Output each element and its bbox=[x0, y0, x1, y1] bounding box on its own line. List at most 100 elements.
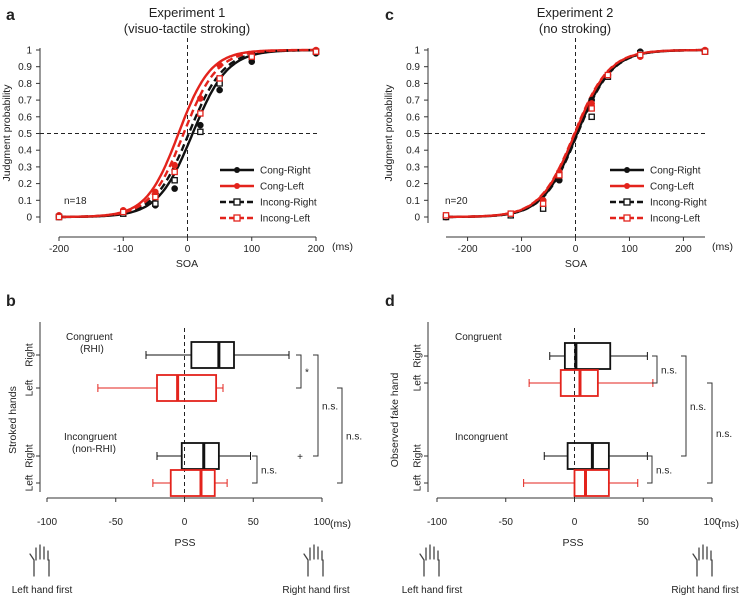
point-incong-left bbox=[588, 105, 595, 112]
significance-bracket bbox=[681, 355, 687, 457]
legend-label-incong-right: Incong-Right bbox=[650, 198, 707, 209]
point-incong-left bbox=[637, 51, 644, 59]
xunit-b: (ms) bbox=[330, 518, 351, 530]
box-congruent-right bbox=[190, 341, 235, 369]
left-hand-first-label: Left hand first bbox=[12, 585, 73, 596]
y-tick-label: 0.4 bbox=[406, 146, 420, 157]
y-tick-label: 0.4 bbox=[18, 146, 32, 157]
point-incong-left bbox=[701, 48, 709, 55]
panel-letter-c: c bbox=[385, 7, 394, 24]
y-tick-label-right: Right bbox=[413, 444, 424, 468]
panel-letter-d: d bbox=[385, 293, 395, 310]
y-tick-label: 0.6 bbox=[18, 112, 32, 123]
y-tick-label: 0.8 bbox=[406, 79, 420, 90]
legend-marker bbox=[233, 214, 241, 222]
significance-label: n.s. bbox=[661, 366, 677, 377]
x-tick-label: -200 bbox=[49, 244, 69, 255]
group-label-b-2b: (non-RHI) bbox=[72, 444, 116, 455]
n-label-c: n=20 bbox=[445, 196, 468, 207]
point-incong-left bbox=[604, 71, 612, 79]
box-congruent-right bbox=[563, 342, 612, 370]
legend-marker bbox=[624, 183, 630, 189]
point-cong-right bbox=[197, 121, 204, 129]
point-incong-left bbox=[55, 213, 63, 221]
panel-b-plot: -100 -50 0 50 100 Right Left Right Left + * n.s. n.s… bbox=[25, 322, 362, 528]
significance-label: n.s. bbox=[716, 429, 732, 440]
significance-label: * bbox=[305, 368, 309, 379]
x-tick-label: 0 bbox=[185, 244, 191, 255]
left-hand-first-label-d: Left hand first bbox=[402, 585, 463, 596]
legend-label-cong-left: Cong-Left bbox=[650, 182, 694, 193]
y-tick-label-right: Right bbox=[25, 343, 36, 367]
xlabel-b: PSS bbox=[174, 537, 195, 549]
x-tick-label: -100 bbox=[512, 244, 532, 255]
subtitle-exp2: (no stroking) bbox=[539, 21, 611, 36]
y-tick-label: 0.1 bbox=[406, 196, 420, 207]
significance-label: n.s. bbox=[656, 466, 672, 477]
legend-marker bbox=[234, 167, 240, 173]
x-tick-label: -200 bbox=[458, 244, 478, 255]
point-incong-right bbox=[152, 200, 159, 207]
x-tick-label: -100 bbox=[427, 517, 447, 528]
y-tick-label: 1 bbox=[414, 46, 420, 57]
y-tick-label: 0.3 bbox=[18, 162, 32, 173]
x-tick-label: 0 bbox=[572, 517, 578, 528]
panel-letter-a: a bbox=[6, 7, 15, 24]
point-incong-left bbox=[216, 75, 223, 82]
x-tick-label: 50 bbox=[638, 517, 650, 528]
box-incongruent-left bbox=[573, 469, 610, 497]
legend-marker bbox=[623, 198, 631, 206]
group-label-b-2: Incongruent bbox=[64, 432, 117, 443]
box-incongruent-right bbox=[180, 442, 220, 470]
ylabel-c: Judgment probability bbox=[383, 84, 395, 182]
legend-label-incong-left: Incong-Left bbox=[260, 214, 310, 225]
box-incongruent-left bbox=[169, 469, 216, 497]
legend-marker bbox=[233, 198, 241, 206]
y-tick-label: 0 bbox=[26, 213, 32, 224]
legend-marker bbox=[623, 214, 631, 222]
significance-label: n.s. bbox=[322, 402, 338, 413]
y-tick-label: 0.5 bbox=[406, 129, 420, 140]
xlabel-c: SOA bbox=[565, 258, 587, 270]
y-tick-label: 0.9 bbox=[406, 62, 420, 73]
x-tick-label: -100 bbox=[113, 244, 133, 255]
y-tick-label: 1 bbox=[26, 46, 32, 57]
group-label-d-2: Incongruent bbox=[455, 432, 508, 443]
group-label-d-1: Congruent bbox=[455, 332, 502, 343]
n-label-a: n=18 bbox=[64, 196, 87, 207]
y-tick-label: 0.2 bbox=[18, 179, 32, 190]
point-incong-left bbox=[556, 171, 563, 179]
legend-label-cong-left: Cong-Left bbox=[260, 182, 304, 193]
point-incong-left bbox=[539, 200, 547, 207]
outlier-marker: + bbox=[297, 452, 303, 463]
y-tick-label: 0.2 bbox=[406, 179, 420, 190]
x-tick-label: 100 bbox=[704, 517, 721, 528]
curve-incong-left bbox=[59, 48, 316, 219]
left-hand-icon bbox=[29, 544, 50, 577]
significance-label: n.s. bbox=[690, 402, 706, 413]
panel-letter-b: b bbox=[6, 293, 16, 310]
right-hand-first-label: Right hand first bbox=[282, 585, 349, 596]
point-incong-left bbox=[152, 193, 159, 201]
right-hand-first-label-d: Right hand first bbox=[671, 585, 738, 596]
legend-marker bbox=[624, 167, 630, 173]
x-tick-label: -50 bbox=[499, 517, 514, 528]
significance-bracket bbox=[313, 354, 319, 457]
subtitle-exp1: (visuo-tactile stroking) bbox=[124, 21, 250, 36]
point-incong-left bbox=[442, 212, 450, 219]
legend-label-cong-right: Cong-Right bbox=[260, 166, 311, 177]
xunit-c: (ms) bbox=[712, 241, 733, 253]
x-tick-label: 200 bbox=[675, 244, 692, 255]
point-cong-right bbox=[216, 86, 223, 94]
x-tick-label: 50 bbox=[248, 517, 260, 528]
significance-bracket bbox=[337, 387, 343, 484]
panel-a-plot: 0 0.1 0.2 0.3 0.4 0.5 0.6 0.7 0.8 0.9 1 -200 -100 0 10… bbox=[18, 38, 325, 255]
group-label-b-1: Congruent bbox=[66, 332, 113, 343]
point-incong-right bbox=[171, 177, 178, 184]
ylabel-a: Judgment probability bbox=[1, 84, 13, 182]
x-tick-label: 0 bbox=[182, 517, 188, 528]
y-tick-label: 0.7 bbox=[18, 96, 32, 107]
significance-label: n.s. bbox=[261, 466, 277, 477]
significance-bracket bbox=[652, 355, 658, 384]
